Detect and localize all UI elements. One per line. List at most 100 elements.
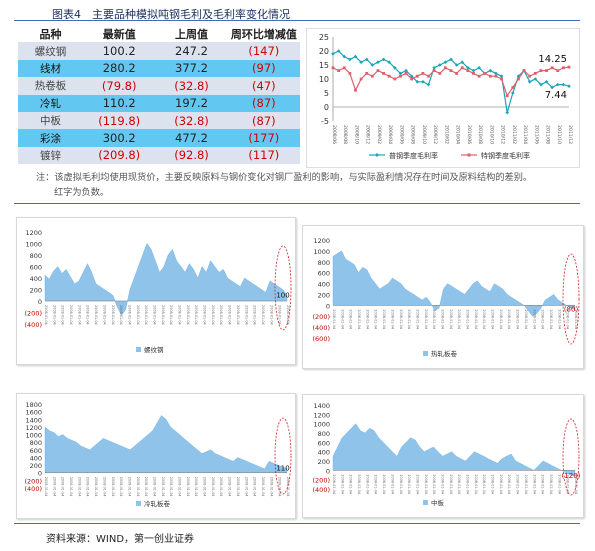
y-tick-label: 1400 bbox=[25, 416, 42, 424]
x-tick-label: 2008-01-04 bbox=[466, 474, 470, 494]
y-tick-label: 1600 bbox=[25, 409, 42, 417]
y-tick-label: (400) bbox=[313, 324, 330, 332]
x-tick-label: 2008-01-04 bbox=[152, 305, 156, 325]
x-tick-label: 2008-01-04 bbox=[357, 309, 361, 329]
legend-label: 冷轧板卷 bbox=[144, 499, 171, 508]
data-point bbox=[382, 72, 385, 75]
x-tick-label: 2008-01-04 bbox=[69, 477, 73, 497]
x-tick-label: 2010/08 bbox=[477, 125, 483, 144]
x-tick-label: 2008-01-04 bbox=[440, 309, 444, 329]
data-point bbox=[494, 74, 498, 78]
data-point bbox=[432, 69, 436, 72]
x-tick-label: 2008-01-04 bbox=[278, 477, 282, 497]
x-tick-label: 2008-01-04 bbox=[52, 477, 56, 497]
x-tick-label: 2008-01-04 bbox=[94, 477, 98, 497]
y-tick-label: 10 bbox=[319, 75, 329, 84]
col-header-product: 品种 bbox=[39, 27, 62, 41]
y-tick-label: 20 bbox=[319, 47, 329, 56]
data-point bbox=[533, 77, 538, 81]
x-tick-label: 2011/06 bbox=[533, 125, 539, 144]
y-tick-label: (400) bbox=[25, 321, 42, 329]
x-tick-label: 2008-01-04 bbox=[86, 477, 90, 497]
y-tick-label: 25 bbox=[319, 33, 329, 42]
y-tick-label: 800 bbox=[30, 439, 42, 447]
x-tick-label: 2008-01-04 bbox=[390, 474, 394, 494]
latest-value-label: (80) bbox=[564, 306, 579, 314]
x-tick-label: 2008-01-04 bbox=[449, 309, 453, 329]
x-tick-label: 2008-01-04 bbox=[457, 309, 461, 329]
x-tick-label: 2008-01-04 bbox=[566, 309, 570, 329]
data-point bbox=[427, 74, 430, 78]
legend-marker bbox=[375, 153, 379, 157]
x-tick-label: 2008-01-04 bbox=[119, 305, 123, 325]
y-tick-label: (200) bbox=[313, 477, 330, 485]
x-tick-label: 2008-01-04 bbox=[203, 305, 207, 325]
data-point bbox=[438, 72, 442, 75]
wow-change-cell: (87) bbox=[252, 96, 276, 111]
x-tick-label: 2008-01-04 bbox=[86, 305, 90, 325]
highlight-ellipse bbox=[562, 253, 580, 345]
x-tick-label: 2008-01-04 bbox=[516, 474, 520, 494]
product-name-cell: 彩涂 bbox=[40, 132, 62, 145]
y-tick-label: 15 bbox=[319, 61, 329, 70]
x-tick-label: 2008-01-04 bbox=[144, 477, 148, 497]
y-tick-label: -5 bbox=[321, 117, 329, 126]
data-point bbox=[483, 72, 487, 75]
x-tick-label: 2010/06 bbox=[466, 125, 472, 144]
x-tick-label: 2008-01-04 bbox=[194, 305, 198, 325]
data-point bbox=[359, 60, 363, 64]
y-tick-label: 1000 bbox=[25, 241, 42, 249]
data-point bbox=[354, 88, 357, 92]
medium-plate-margin-chart: 1400 1200 1000 800 600 400 200 0 (200) (400) 2008-… bbox=[302, 394, 584, 518]
x-tick-label: 2008-01-04 bbox=[390, 309, 394, 329]
highlight-ellipse bbox=[274, 417, 292, 495]
x-tick-label: 2008-01-04 bbox=[169, 477, 173, 497]
data-point bbox=[415, 74, 419, 78]
margin-area bbox=[332, 423, 576, 477]
x-tick-label: 2008-01-04 bbox=[286, 477, 290, 497]
x-tick-label: 2008-01-04 bbox=[482, 474, 486, 494]
data-point bbox=[432, 66, 436, 70]
x-tick-label: 2008-01-04 bbox=[574, 474, 578, 494]
y-tick-label: 600 bbox=[30, 447, 42, 455]
x-tick-label: 2008-01-04 bbox=[161, 305, 165, 325]
x-tick-label: 2008-01-04 bbox=[374, 309, 378, 329]
x-tick-label: 2008-01-04 bbox=[144, 305, 148, 325]
prev-week-value-cell: 247.2 bbox=[175, 44, 208, 59]
data-point bbox=[370, 74, 374, 78]
x-tick-label: 2008-01-04 bbox=[449, 474, 453, 494]
product-name-cell: 中板 bbox=[40, 115, 62, 128]
x-tick-label: 2008-01-04 bbox=[152, 477, 156, 497]
data-point bbox=[337, 69, 341, 72]
x-tick-label: 2008-01-04 bbox=[432, 309, 436, 329]
y-tick-label: 800 bbox=[30, 252, 42, 260]
x-tick-label: 2008-01-04 bbox=[44, 305, 48, 325]
x-tick-label: 2008-01-04 bbox=[269, 477, 273, 497]
wow-change-cell: (177) bbox=[248, 131, 280, 146]
table-row: 热卷板 (79.8) (32.8) (47) bbox=[18, 77, 300, 95]
series-end-label: 7.44 bbox=[545, 90, 567, 101]
y-tick-label: 200 bbox=[318, 458, 330, 466]
x-tick-label: 2011/02 bbox=[511, 125, 517, 144]
wow-change-cell: (117) bbox=[248, 148, 280, 163]
prev-week-value-cell: (92.8) bbox=[174, 148, 209, 163]
y-tick-label: (400) bbox=[25, 485, 42, 493]
data-point bbox=[348, 57, 352, 62]
data-point bbox=[454, 63, 459, 67]
x-tick-label: 2008-01-04 bbox=[532, 474, 536, 494]
y-tick-label: 1000 bbox=[313, 421, 330, 429]
y-tick-label: 400 bbox=[318, 449, 330, 457]
data-point bbox=[399, 74, 402, 78]
y-tick-label: (200) bbox=[25, 477, 42, 485]
x-tick-label: 2008-01-04 bbox=[111, 477, 115, 497]
x-tick-label: 2008-01-04 bbox=[340, 309, 344, 329]
x-tick-label: 2008-01-04 bbox=[178, 305, 182, 325]
x-tick-label: 2008-01-04 bbox=[211, 477, 215, 497]
footnote: 注：该虚拟毛利均使用现货价，主要反映原料与钢价变化对钢厂盈利的影响，与实际盈利情… bbox=[36, 171, 581, 200]
x-tick-label: 2008-01-04 bbox=[332, 474, 336, 494]
x-tick-label: 2008-01-04 bbox=[474, 474, 478, 494]
table-row: 中板 (119.8) (32.8) (87) bbox=[18, 111, 300, 130]
cold-rolled-area-svg: 180016001400120010008006004002000(200)(4… bbox=[25, 401, 292, 508]
x-tick-label: 2008-01-04 bbox=[244, 477, 248, 497]
legend-marker bbox=[467, 153, 471, 157]
